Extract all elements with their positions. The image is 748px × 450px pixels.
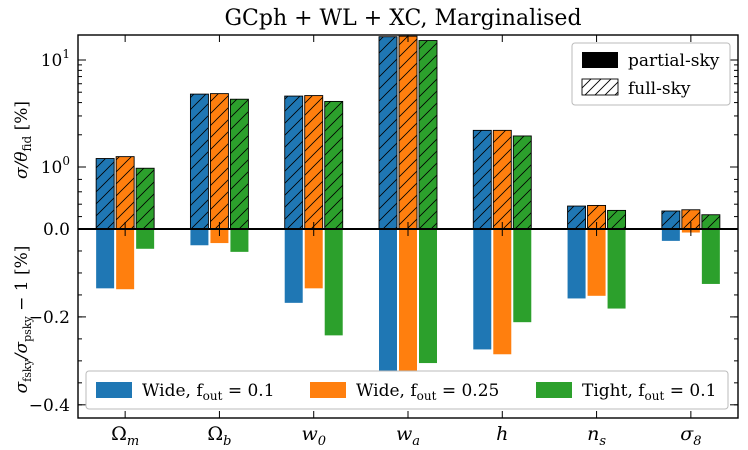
bar-top-hatch-3-2 [304, 95, 324, 230]
chart-title: GCph + WL + XC, Marginalised [224, 6, 581, 31]
legend-partial-sky-label: partial-sky [628, 51, 720, 71]
y-tick-label-top: 0.0 [43, 220, 70, 240]
x-tick-label: Ωb [207, 423, 231, 449]
bar-bottom-1-2 [116, 229, 135, 290]
bar-top-hatch-1-2 [115, 156, 135, 230]
y-axis-label-bottom: σfsky/σpsky − 1 [%] [12, 246, 34, 394]
legend-swatch-3 [536, 382, 572, 398]
y-tick-label-bottom: −0.2 [29, 308, 70, 328]
legend-swatch-1 [96, 382, 132, 398]
legend-label-2: Wide, fout = 0.25 [356, 381, 499, 403]
legend-partial-sky-swatch [582, 52, 618, 68]
x-tick-label: ns [587, 423, 606, 449]
legend-full-sky-label: full-sky [628, 79, 691, 99]
bar-top-hatch-3-1 [284, 95, 304, 230]
bottom-bars [96, 229, 720, 393]
bar-bottom-3-1 [284, 229, 303, 303]
bar-bottom-2-2 [210, 229, 229, 244]
bar-bottom-7-1 [661, 229, 680, 241]
y-tick-label-bottom: −0.4 [29, 396, 70, 416]
x-tick-label: h [496, 423, 508, 445]
bar-top-hatch-2-2 [209, 93, 229, 230]
x-tick-label: Ωm [111, 423, 139, 449]
bar-top-hatch-3-3 [324, 100, 344, 230]
bar-bottom-4-2 [399, 229, 417, 386]
y-axis-label-top: σ/θfid [%] [12, 101, 34, 179]
axes [77, 34, 739, 419]
bar-bottom-6-3 [607, 229, 626, 309]
legend-bottom-box [85, 370, 729, 410]
bar-bottom-5-1 [473, 229, 492, 350]
bar-top-hatch-5-3 [512, 135, 532, 230]
bar-bottom-2-1 [190, 229, 209, 246]
bar-top-hatch-4-2 [398, 35, 418, 230]
bar-top-hatch-6-1 [567, 205, 587, 230]
y-tick-label-top: 101 [41, 47, 70, 71]
bar-bottom-5-3 [513, 229, 532, 323]
bar-top-hatch-4-3 [418, 40, 438, 230]
x-tick-label: σ8 [680, 423, 701, 449]
bar-bottom-3-2 [304, 229, 323, 289]
bar-top-hatch-7-3 [701, 214, 721, 230]
legend-swatch-2 [310, 382, 346, 398]
bar-top-hatch-5-2 [492, 129, 512, 230]
bar-bottom-6-1 [567, 229, 586, 299]
x-tick-label: wa [396, 423, 420, 449]
bar-top-hatch-7-1 [661, 210, 681, 230]
bar-top-hatch-6-3 [607, 209, 627, 230]
bar-bottom-6-2 [587, 229, 606, 296]
bar-bottom-1-3 [136, 229, 155, 249]
bar-bottom-2-3 [230, 229, 249, 252]
bar-top-hatch-1-3 [135, 167, 155, 230]
legend-full-sky-swatch [581, 78, 619, 96]
bar-top-hatch-5-1 [472, 129, 492, 230]
legend-label-1: Wide, fout = 0.1 [142, 381, 275, 403]
bar-bottom-5-2 [493, 229, 512, 355]
bar-bottom-3-3 [324, 229, 343, 336]
top-bars [95, 35, 721, 230]
legend-label-3: Tight, fout = 0.1 [582, 381, 716, 403]
y-tick-label-top: 100 [41, 154, 70, 178]
bar-bottom-7-3 [701, 229, 720, 284]
x-tick-label: w0 [301, 423, 326, 449]
bar-top-hatch-2-3 [229, 98, 249, 230]
bar-top-hatch-2-1 [189, 93, 209, 230]
bar-top-hatch-4-1 [378, 36, 398, 230]
labels: 0.0 100 101 −0.4 −0.2 Ωm Ωb w0 wa h ns σ8 σ/θfid [%]… [12, 47, 701, 449]
legends: partial-sky full-sky Wide, fout = 0.1 Wide,… [85, 42, 731, 410]
bar-bottom-4-1 [379, 229, 397, 393]
bar-bottom-1-1 [96, 229, 115, 289]
bar-bottom-4-3 [419, 229, 437, 364]
bar-top-hatch-1-1 [95, 158, 115, 230]
